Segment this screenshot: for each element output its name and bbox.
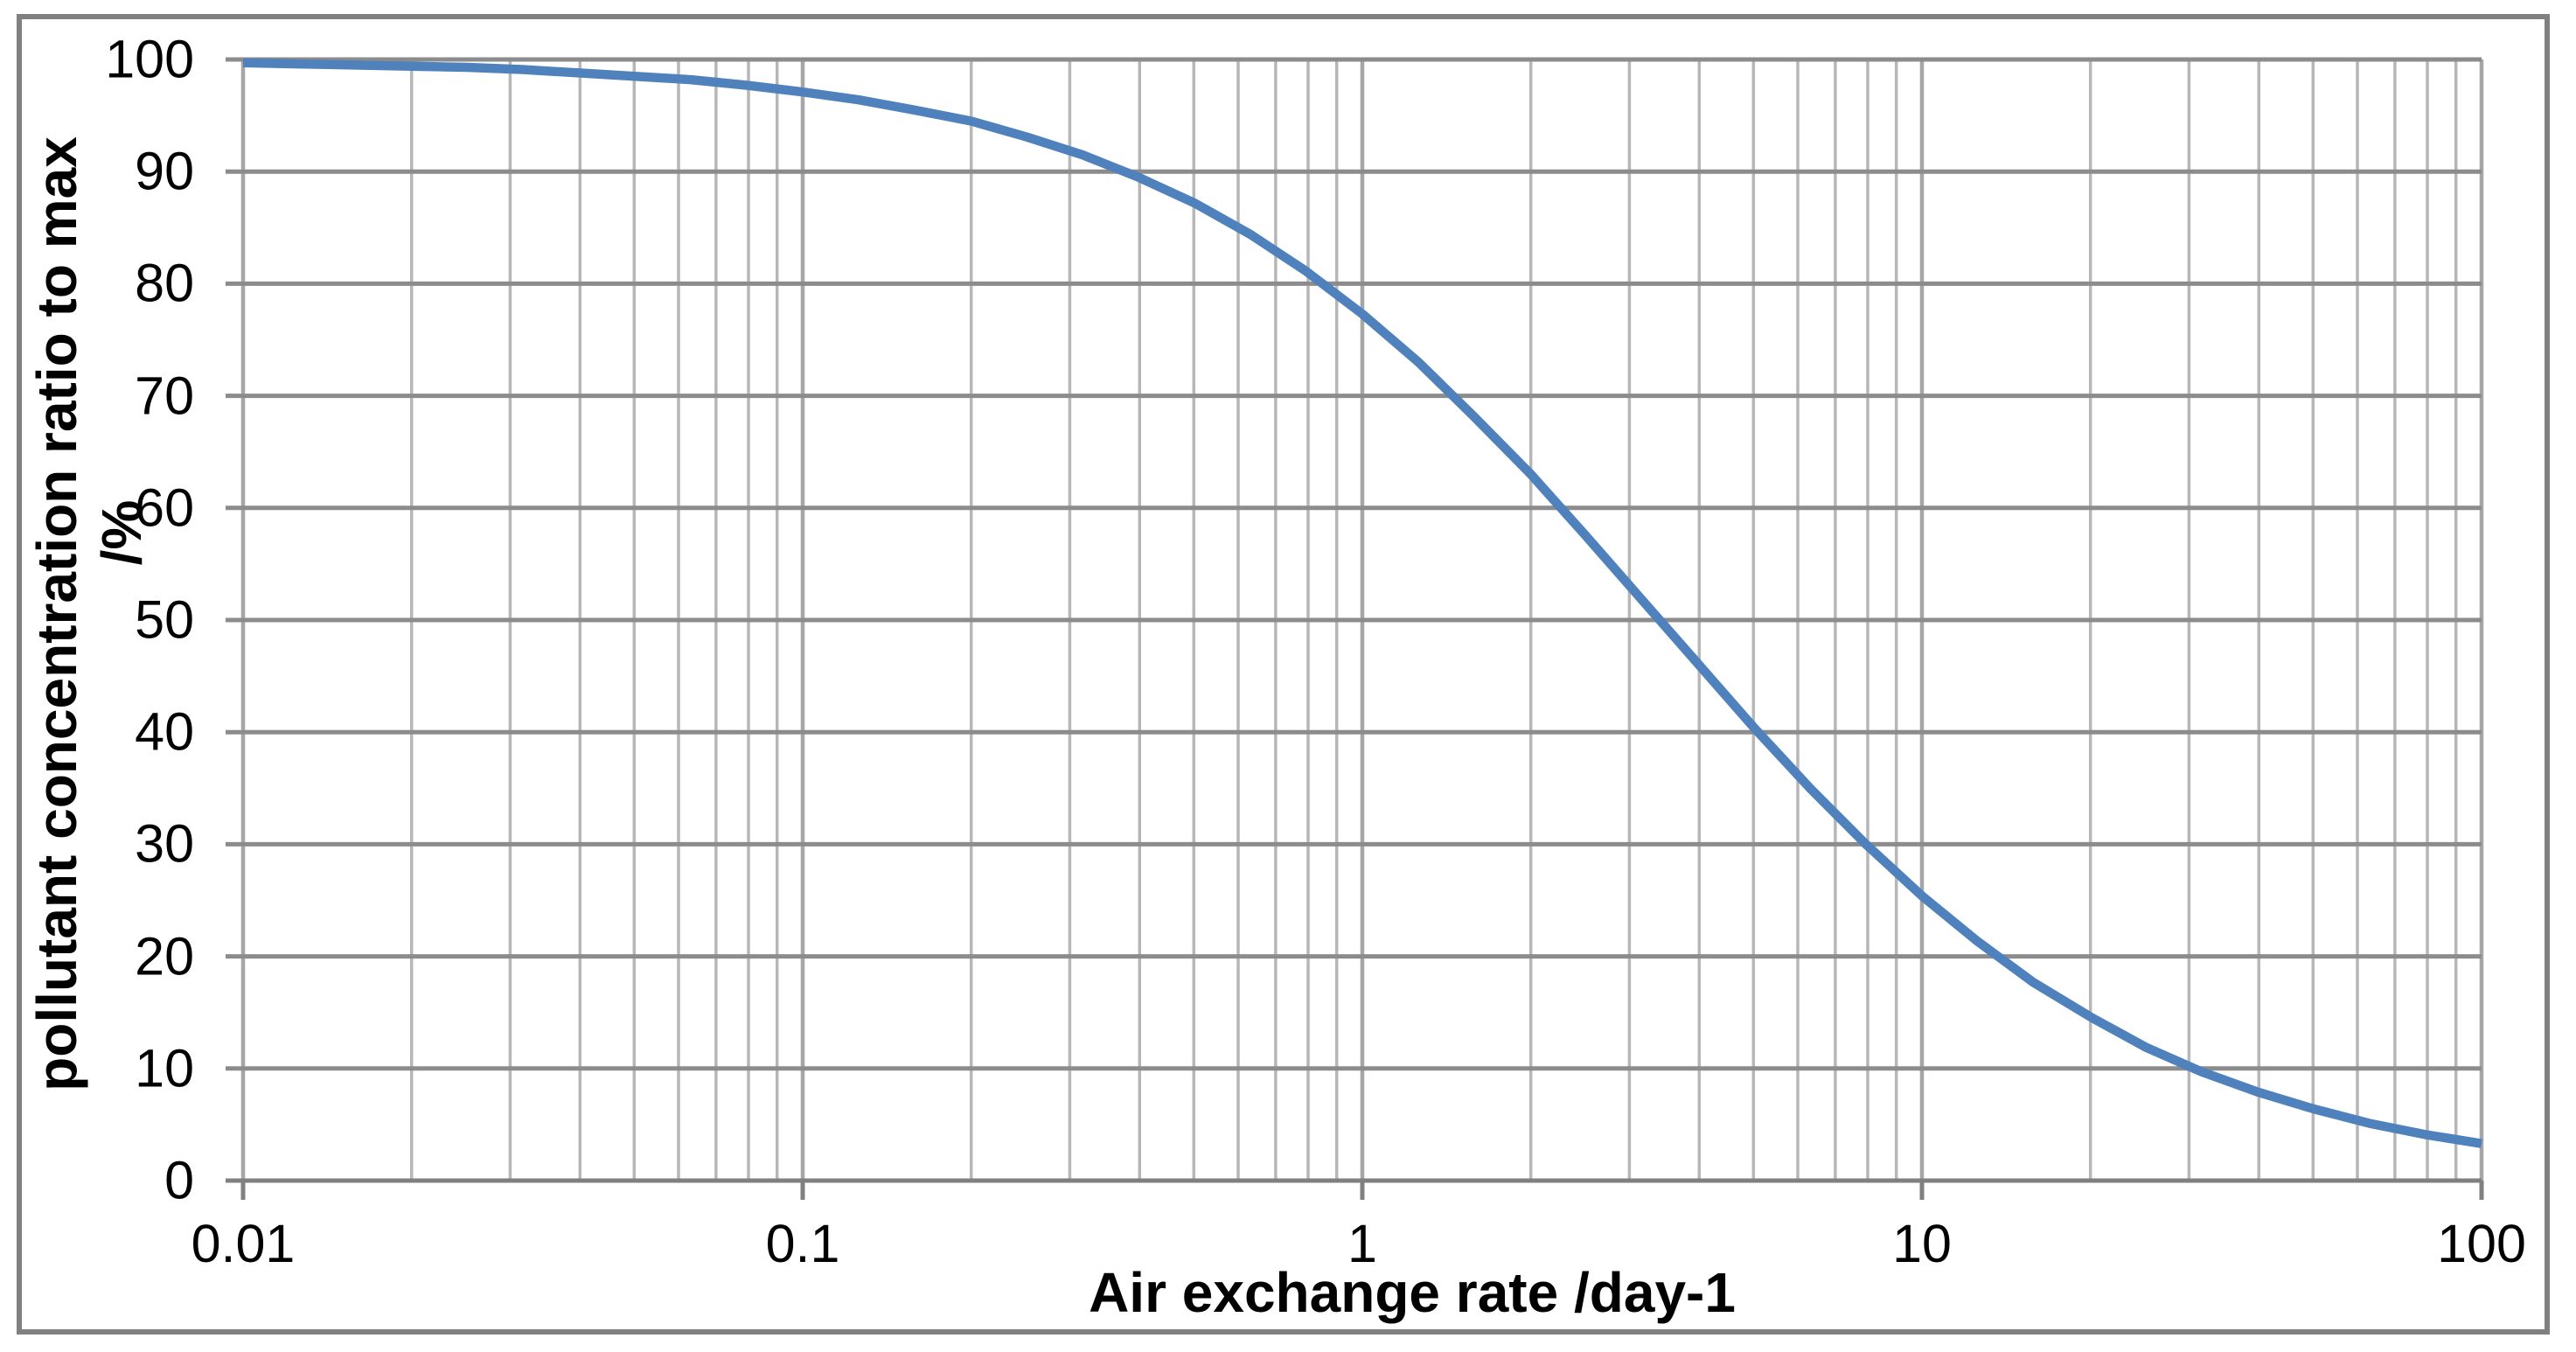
series-line (242, 58, 2482, 1148)
x-tick-label: 1 (1347, 1214, 1377, 1273)
x-axis-line-and-ticks (240, 1181, 2484, 1200)
y-tick-label: 90 (135, 141, 194, 201)
x-tick-label: 0.01 (191, 1214, 296, 1273)
y-tick-label: 10 (135, 1038, 194, 1098)
y-tick-label: 100 (105, 29, 194, 89)
y-axis-title-units: /% (90, 499, 153, 566)
x-tick-label: 0.1 (765, 1214, 840, 1273)
x-tick-label: 100 (2437, 1214, 2526, 1273)
horizontal-gridlines (226, 57, 2482, 1183)
y-tick-label: 40 (135, 701, 194, 762)
y-tick-label: 80 (135, 253, 194, 313)
y-tick-label: 0 (164, 1150, 194, 1210)
x-tick-label: 10 (1892, 1214, 1952, 1273)
chart-border (17, 14, 2550, 1335)
y-axis-title: pollutant concentration ratio to max (25, 136, 88, 1091)
y-tick-label: 20 (135, 926, 194, 986)
y-tick-label: 50 (135, 589, 194, 650)
x-axis-title: Air exchange rate /day-1 (1089, 1261, 1736, 1324)
y-tick-label: 60 (135, 477, 194, 538)
y-tick-label: 30 (135, 813, 194, 874)
y-tick-label: 70 (135, 366, 194, 426)
concentration-curve (242, 58, 2482, 1148)
